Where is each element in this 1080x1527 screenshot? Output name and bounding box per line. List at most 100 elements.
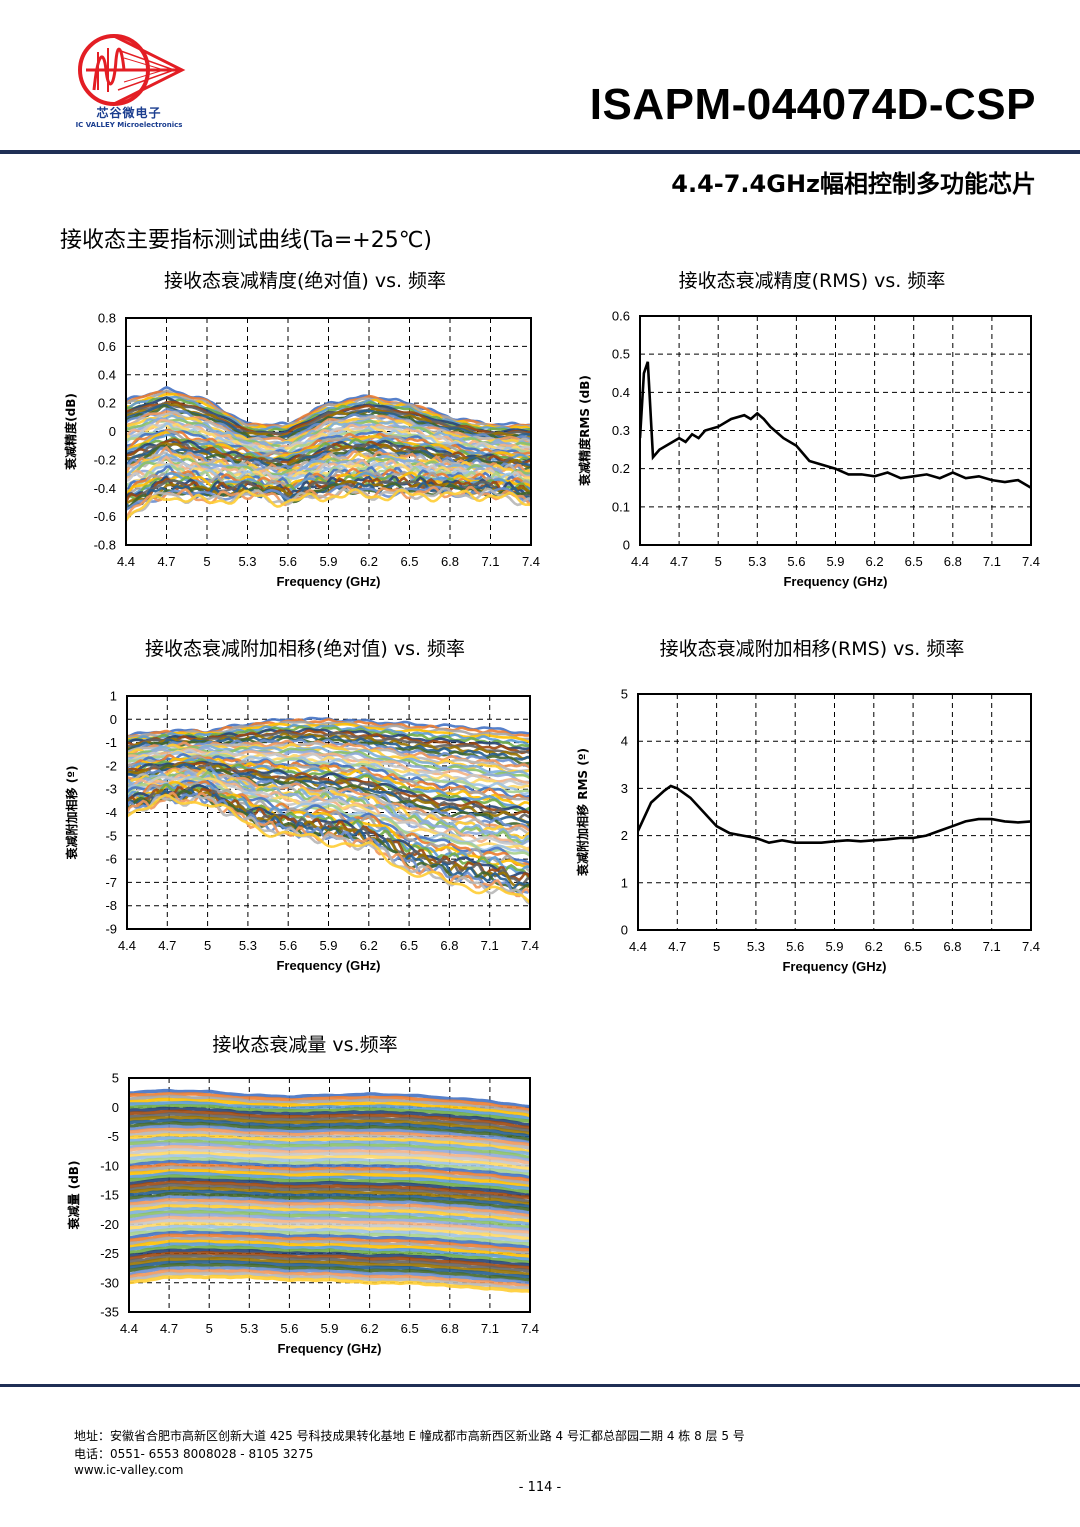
y-tick-label: -8	[105, 898, 117, 913]
y-tick-label: 0.4	[612, 385, 630, 400]
series-line	[129, 1194, 530, 1215]
y-tick-label: 0.8	[98, 311, 116, 326]
series-line	[129, 1262, 530, 1282]
x-tick-label: 6.2	[361, 1321, 379, 1336]
x-axis-label: Frequency (GHz)	[276, 574, 380, 589]
y-tick-label: -4	[105, 805, 117, 820]
x-tick-label: 5.6	[786, 939, 804, 954]
x-tick-label: 7.4	[522, 554, 540, 569]
y-tick-label: 0.3	[612, 423, 630, 438]
x-tick-label: 5.3	[747, 939, 765, 954]
footer-divider	[0, 1384, 1080, 1387]
series-line	[129, 1136, 530, 1156]
series-line	[129, 1253, 530, 1273]
series-line	[129, 1239, 530, 1259]
series-line	[126, 482, 531, 511]
series-line	[129, 1121, 530, 1142]
x-tick-label: 7.1	[481, 1321, 499, 1336]
y-tick-label: 1	[621, 875, 628, 890]
x-tick-label: 7.1	[481, 554, 499, 569]
y-tick-label: 5	[112, 1071, 119, 1086]
x-tick-label: 5.3	[748, 554, 766, 569]
y-tick-label: -15	[100, 1188, 119, 1203]
y-tick-label: -3	[105, 782, 117, 797]
x-tick-label: 5.3	[238, 554, 256, 569]
y-tick-label: 0	[623, 538, 630, 553]
series-line	[129, 1274, 530, 1293]
y-tick-label: 0.5	[612, 347, 630, 362]
x-tick-label: 4.4	[118, 938, 136, 953]
x-tick-label: 6.5	[400, 554, 418, 569]
y-tick-label: -0.6	[94, 509, 116, 524]
series-line	[129, 1147, 530, 1168]
series-line	[126, 404, 531, 442]
x-tick-label: 6.5	[905, 554, 923, 569]
x-tick-label: 7.4	[1022, 939, 1040, 954]
series-line	[127, 795, 530, 905]
y-tick-label: 0.4	[98, 367, 116, 382]
series-line	[129, 1094, 530, 1115]
series-line	[126, 460, 531, 484]
series-line	[129, 1174, 530, 1194]
series-line	[129, 1127, 530, 1147]
x-tick-label: 6.2	[865, 939, 883, 954]
y-tick-label: 0.6	[98, 339, 116, 354]
plot-frame	[639, 315, 1032, 546]
y-tick-label: -35	[100, 1305, 119, 1320]
chart-title-phase-rms: 接收态衰减附加相移(RMS) vs. 频率	[659, 638, 965, 660]
x-tick-label: 4.7	[160, 1321, 178, 1336]
x-tick-label: 4.4	[117, 554, 135, 569]
x-tick-label: 6.2	[360, 938, 378, 953]
x-tick-label: 5.3	[239, 938, 257, 953]
x-tick-label: 6.2	[866, 554, 884, 569]
series-line	[129, 1265, 530, 1285]
series-line	[129, 1097, 530, 1118]
chart-phase-abs: 4.4 4.7 5 5.3 5.6 5.9 6.2 6.5 6.8 7.1 7.4 1 0 -1 -2 -3 -…	[64, 689, 539, 974]
x-tick-label: 4.7	[670, 554, 688, 569]
plot-frame	[126, 695, 531, 930]
y-tick-label: -20	[100, 1217, 119, 1232]
y-tick-label: 1	[110, 689, 117, 704]
y-tick-label: -6	[105, 852, 117, 867]
x-tick-label: 4.7	[158, 938, 176, 953]
x-tick-label: 5.9	[825, 939, 843, 954]
series-line	[126, 487, 531, 522]
series-line	[129, 1165, 530, 1185]
x-tick-label: 5.9	[319, 554, 337, 569]
footer-website[interactable]: www.ic-valley.com	[74, 1463, 184, 1477]
chart-title-att-amount: 接收态衰减量 vs.频率	[212, 1034, 398, 1056]
series-line	[129, 1260, 530, 1279]
series-line	[129, 1268, 530, 1288]
x-axis-label: Frequency (GHz)	[277, 1341, 381, 1356]
y-tick-label: -25	[100, 1246, 119, 1261]
series-line	[129, 1142, 530, 1162]
y-axis-label: 衰减附加相移 RMS (º)	[575, 748, 590, 877]
x-tick-label: 5	[715, 554, 722, 569]
x-axis-label: Frequency (GHz)	[782, 959, 886, 974]
document-subtitle: 4.4-7.4GHz幅相控制多功能芯片	[671, 170, 1036, 198]
y-tick-label: 0.1	[612, 499, 630, 514]
x-tick-label: 5	[203, 554, 210, 569]
section-title: 接收态主要指标测试曲线(Ta=+25℃)	[60, 228, 433, 253]
x-tick-label: 6.8	[944, 554, 962, 569]
x-tick-label: 4.4	[631, 554, 649, 569]
footer-address: 地址：安徽省合肥市高新区创新大道 425 号科技成果转化基地 E 幢成都市高新西…	[74, 1429, 745, 1443]
series-line	[129, 1192, 530, 1212]
plot-frame	[637, 693, 1032, 931]
series-line	[129, 1218, 530, 1238]
x-tick-label: 5.6	[279, 938, 297, 953]
series-line	[129, 1221, 530, 1241]
plot-frame	[128, 1077, 531, 1313]
x-tick-label: 4.7	[668, 939, 686, 954]
x-tick-label: 4.4	[629, 939, 647, 954]
chart-att-amount: 4.4 4.7 5 5.3 5.6 5.9 6.2 6.5 6.8 7.1 7.4 5 0 -5 -10 -1…	[66, 1071, 539, 1357]
series-line	[129, 1209, 530, 1229]
series-line	[129, 1248, 530, 1267]
y-tick-label: 0.2	[98, 396, 116, 411]
series-line	[126, 418, 531, 449]
series-line	[127, 775, 530, 857]
y-tick-label: 3	[621, 781, 628, 796]
x-axis-label: Frequency (GHz)	[276, 958, 380, 973]
x-tick-label: 7.1	[481, 938, 499, 953]
